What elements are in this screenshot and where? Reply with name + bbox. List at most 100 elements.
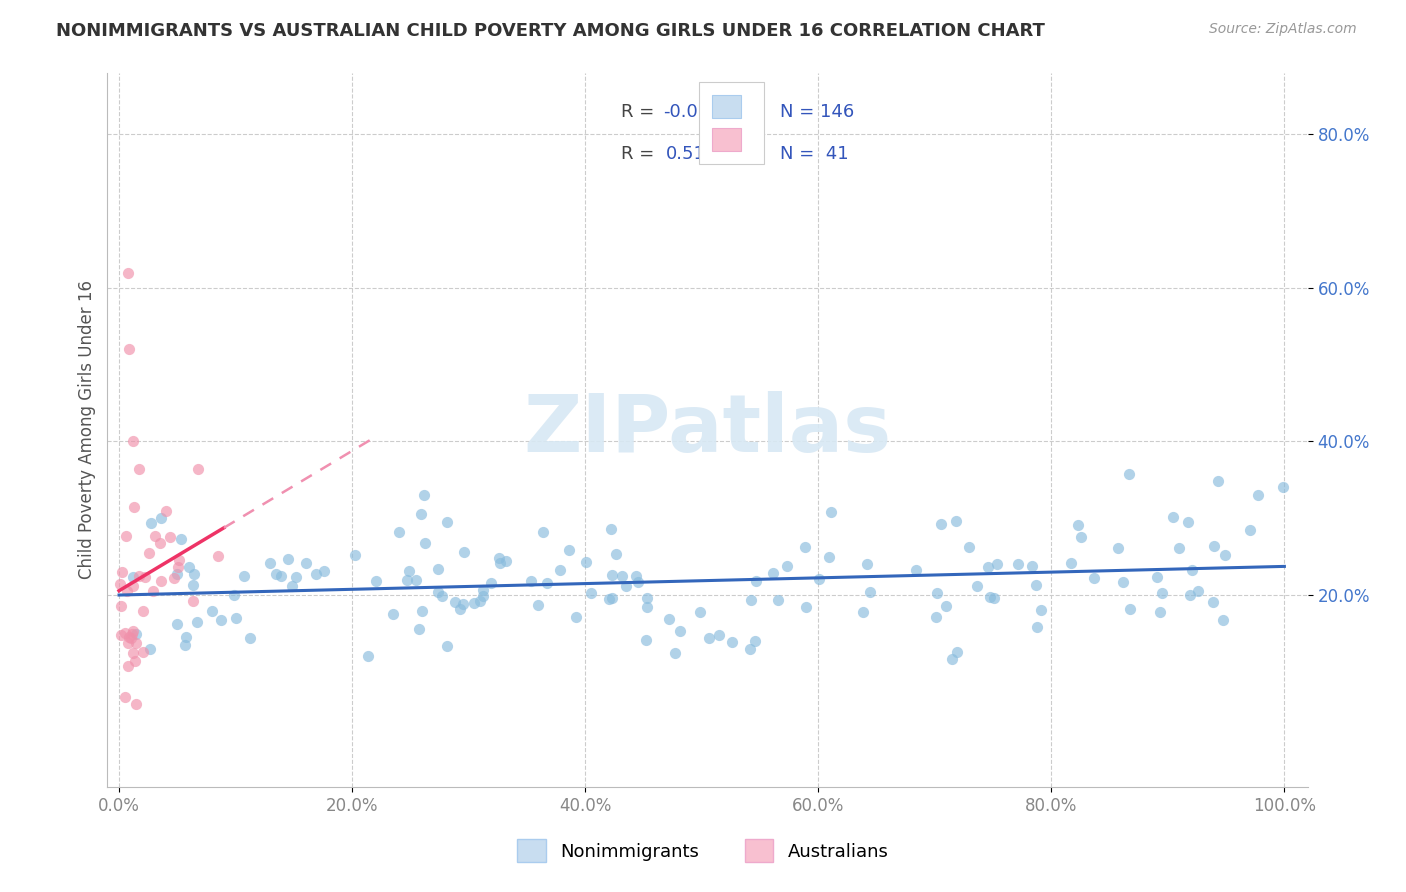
Point — [740, 593, 762, 607]
Point — [128, 568, 150, 582]
Point — [1150, 585, 1173, 599]
Point — [1107, 541, 1129, 555]
Point — [264, 566, 287, 581]
Point — [280, 579, 302, 593]
Point — [169, 553, 191, 567]
Point — [744, 634, 766, 648]
Point — [1246, 488, 1268, 502]
Point — [627, 575, 650, 590]
Point — [239, 631, 262, 645]
Point — [1212, 613, 1234, 627]
Point — [125, 636, 148, 650]
Text: -0.022: -0.022 — [664, 103, 721, 121]
Point — [121, 627, 143, 641]
Point — [664, 646, 686, 660]
Text: 0.510: 0.510 — [665, 145, 717, 162]
Point — [579, 586, 602, 600]
Point — [426, 585, 449, 599]
Point — [131, 604, 153, 618]
Point — [122, 647, 145, 661]
Point — [519, 574, 541, 588]
Point — [132, 645, 155, 659]
Legend: , : , — [699, 82, 763, 163]
Point — [139, 642, 162, 657]
Point — [167, 560, 190, 574]
Point — [600, 591, 623, 606]
Point — [820, 505, 842, 519]
Point — [122, 500, 145, 514]
Point — [453, 545, 475, 559]
Point — [115, 584, 138, 599]
Point — [149, 574, 172, 588]
Point — [1213, 548, 1236, 562]
Point — [489, 556, 512, 570]
Point — [600, 568, 623, 582]
Point — [1239, 523, 1261, 537]
Point — [413, 536, 436, 550]
Point — [614, 579, 637, 593]
Point — [426, 562, 449, 576]
Point — [1187, 584, 1209, 599]
Point — [305, 566, 328, 581]
Point — [983, 591, 1005, 606]
Point — [207, 549, 229, 563]
Point — [495, 554, 517, 568]
Text: R =: R = — [621, 103, 659, 121]
Point — [689, 605, 711, 619]
Point — [150, 511, 173, 525]
Point — [1025, 578, 1047, 592]
Point — [138, 546, 160, 560]
Point — [471, 582, 494, 597]
Point — [1208, 475, 1230, 489]
Point — [177, 560, 200, 574]
Point — [600, 522, 623, 536]
Point — [925, 586, 948, 600]
Point — [575, 555, 598, 569]
Point — [117, 266, 139, 280]
Point — [859, 585, 882, 599]
Point — [1204, 539, 1226, 553]
Point — [436, 639, 458, 653]
Point — [270, 569, 292, 583]
Point — [657, 612, 679, 626]
Point — [122, 570, 145, 584]
Point — [1146, 570, 1168, 584]
Point — [409, 507, 432, 521]
Point — [776, 559, 799, 574]
Point — [818, 549, 841, 564]
Point — [405, 574, 427, 588]
Point — [1161, 510, 1184, 524]
Y-axis label: Child Poverty Among Girls Under 16: Child Poverty Among Girls Under 16 — [79, 280, 96, 580]
Point — [398, 564, 420, 578]
Point — [125, 627, 148, 641]
Point — [277, 552, 299, 566]
Point — [209, 613, 232, 627]
Point — [986, 557, 1008, 571]
Point — [945, 514, 967, 528]
Point — [526, 598, 548, 612]
Point — [163, 571, 186, 585]
Point — [285, 570, 308, 584]
Point — [533, 524, 555, 539]
Point — [142, 584, 165, 599]
Point — [1202, 595, 1225, 609]
Point — [122, 579, 145, 593]
Point — [115, 529, 138, 543]
Point — [721, 635, 744, 649]
Point — [472, 589, 495, 603]
Point — [636, 599, 658, 614]
Point — [536, 576, 558, 591]
Point — [449, 602, 471, 616]
Point — [201, 604, 224, 618]
Point — [905, 563, 928, 577]
Point — [183, 567, 205, 582]
Point — [125, 697, 148, 711]
Point — [1112, 574, 1135, 589]
Point — [118, 343, 141, 357]
Point — [557, 543, 579, 558]
Point — [411, 604, 433, 618]
Point — [946, 645, 969, 659]
Point — [697, 632, 720, 646]
Point — [762, 566, 785, 581]
Point — [224, 588, 246, 602]
